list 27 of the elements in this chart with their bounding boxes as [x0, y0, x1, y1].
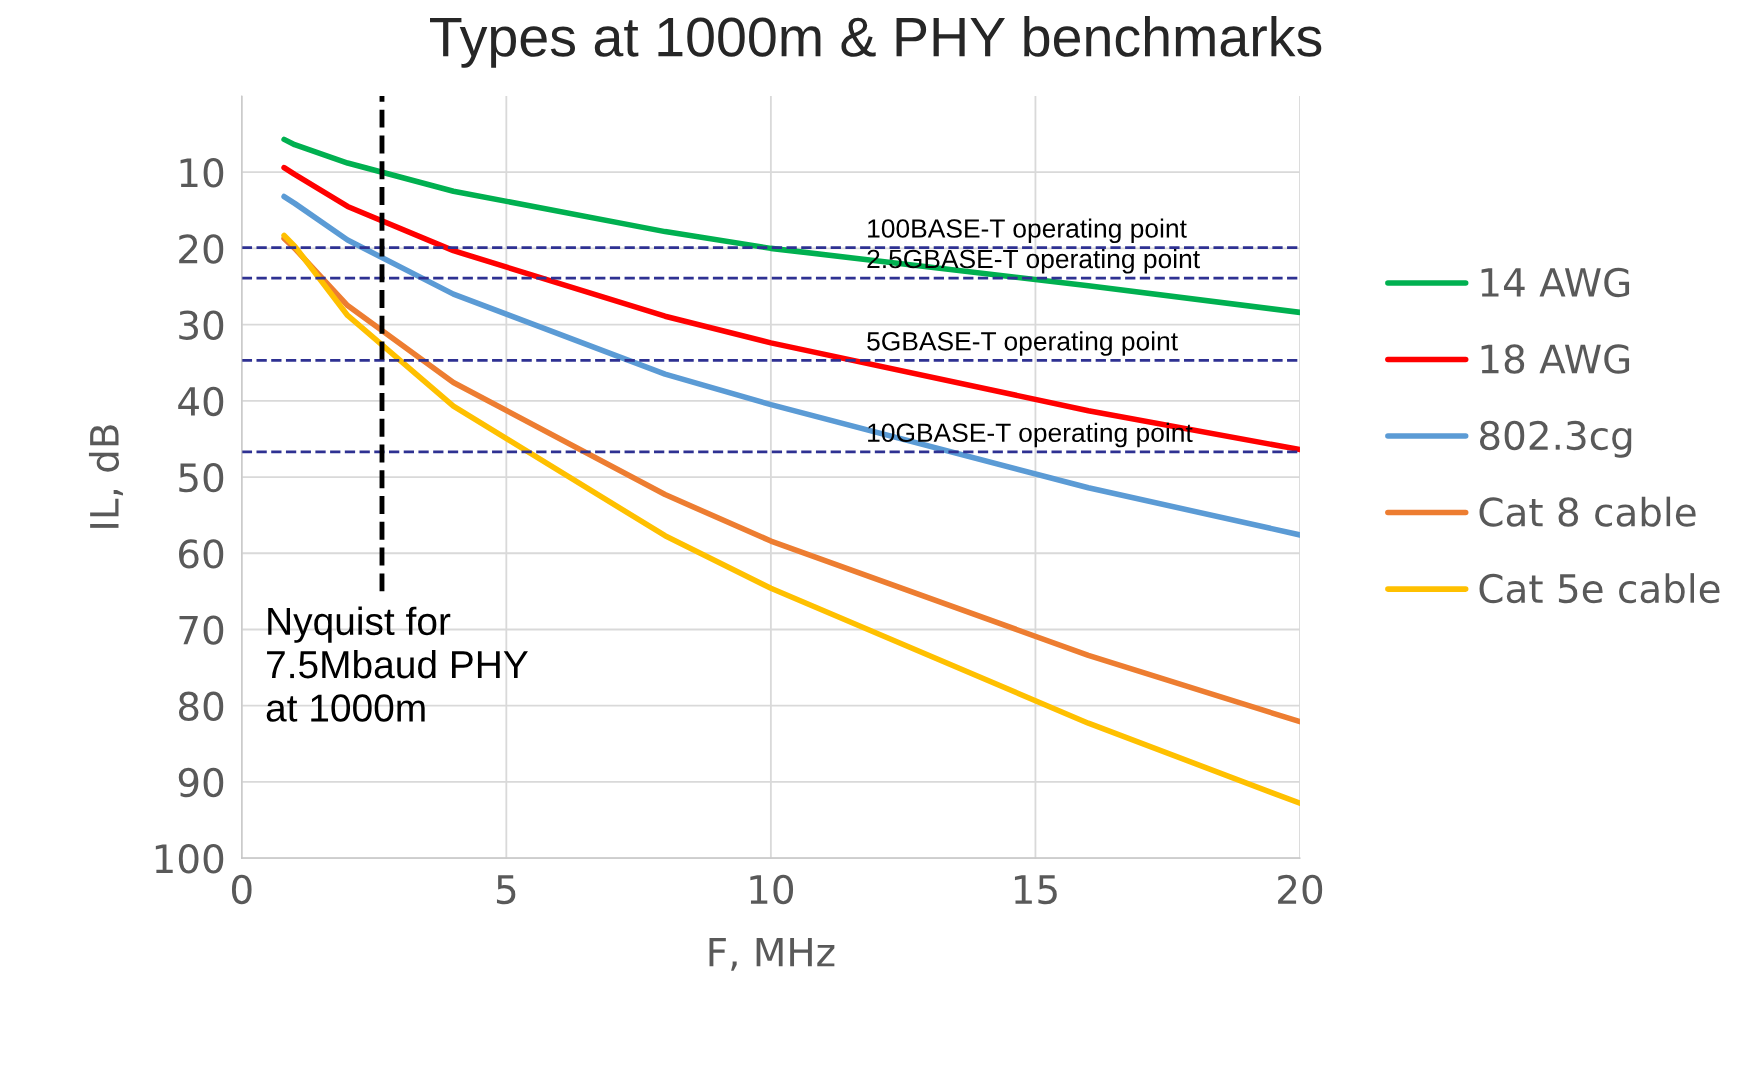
- y-tick-label: 90: [178, 767, 224, 798]
- y-tick-label: 100: [155, 844, 224, 874]
- legend-label: 18 AWG: [1481, 344, 1630, 374]
- y-tick-label: 20: [179, 234, 224, 264]
- chart-title: Types at 1000m & PHY benchmarks: [430, 15, 1322, 68]
- y-tick-label: 80: [178, 691, 224, 722]
- y-tick-label: 30: [179, 310, 224, 340]
- y-tick-label: 60: [179, 539, 224, 569]
- y-tick-label: 40: [178, 386, 224, 417]
- legend-label: Cat 8 cable: [1479, 496, 1696, 527]
- y-tick-label: 50: [179, 462, 224, 493]
- legend-label: 802.3cg: [1479, 420, 1632, 458]
- y-tick-label: 70: [179, 615, 224, 645]
- x-tick-label: 0: [231, 874, 252, 905]
- x-tick-label: 15: [1014, 875, 1057, 905]
- ref-line-label: 2.5GBASE-T operating point: [867, 248, 1200, 274]
- legend-label: Cat 5e cable: [1479, 573, 1720, 604]
- y-axis-title: IL, dB: [88, 425, 124, 528]
- ref-line-label: 5GBASE-T operating point: [867, 331, 1178, 356]
- legend-label: 14 AWG: [1481, 267, 1630, 298]
- ref-line-label: 100BASE-T operating point: [868, 218, 1187, 244]
- x-axis-title: F, MHz: [709, 937, 835, 971]
- x-tick-label: 20: [1278, 874, 1323, 905]
- y-tick-label: 10: [180, 158, 224, 188]
- ref-line-label: Nyquist for 7.5Mbaud PHY at 1000m: [266, 606, 528, 722]
- x-tick-label: 10: [750, 874, 794, 905]
- x-tick-label: 5: [496, 875, 516, 905]
